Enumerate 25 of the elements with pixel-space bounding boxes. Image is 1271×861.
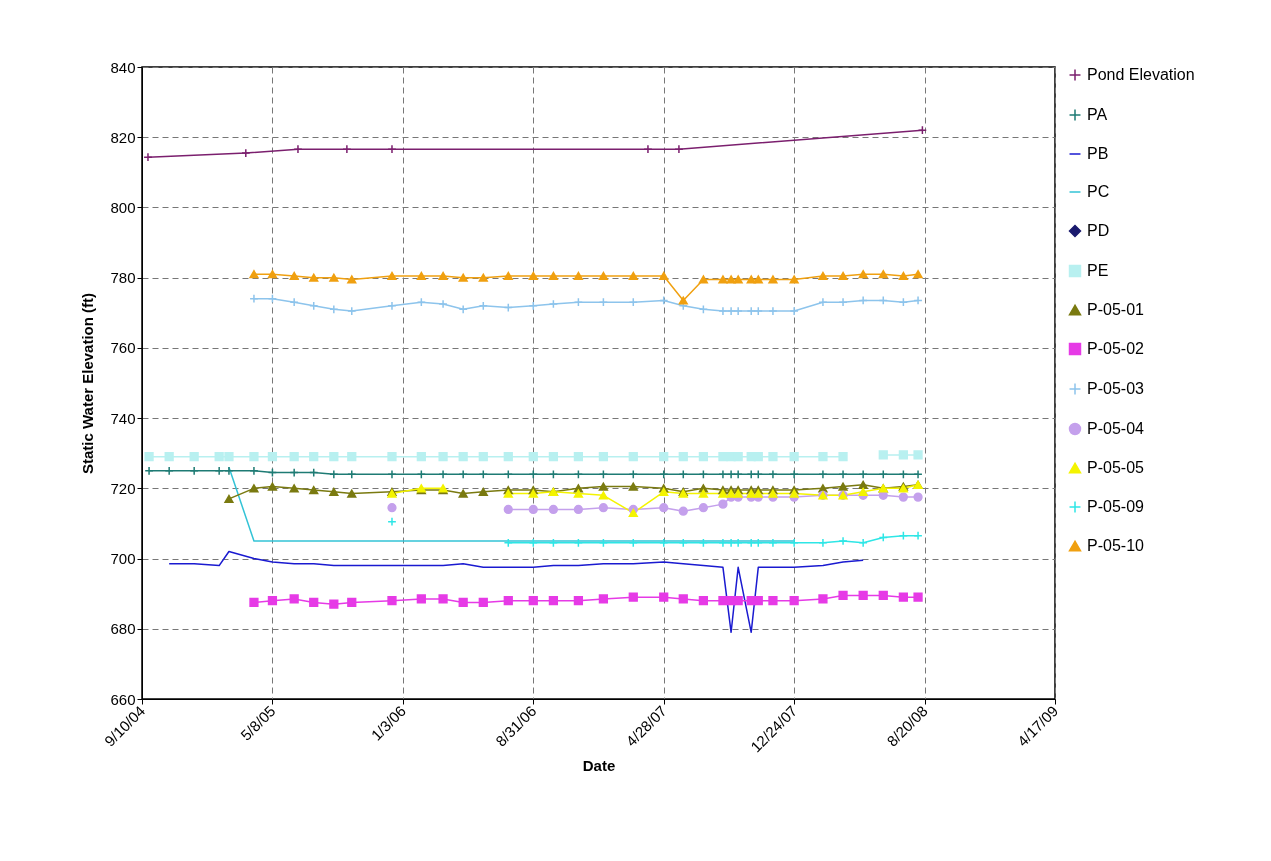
legend-label: P-05-01 (1087, 301, 1145, 318)
y-tick-label: 760 (110, 339, 136, 357)
legend-label: P-05-03 (1087, 380, 1145, 397)
y-tick-label: 800 (110, 198, 136, 216)
legend-label: PB (1087, 145, 1109, 162)
y-tick-label: 740 (110, 409, 136, 427)
legend-label: P-05-04 (1087, 420, 1145, 437)
y-tick-label: 840 (110, 58, 136, 76)
y-tick-label: 720 (110, 479, 136, 497)
y-tick-label: 820 (110, 128, 136, 146)
legend-label: PC (1087, 183, 1110, 200)
x-axis-title: Date (582, 757, 616, 775)
legend-label: Pond Elevation (1087, 66, 1195, 83)
y-tick-label: 660 (110, 690, 136, 708)
y-tick-label: 680 (110, 620, 136, 638)
legend-label: PD (1087, 222, 1110, 239)
legend-label: P-05-05 (1087, 459, 1145, 476)
y-tick-label: 780 (110, 269, 136, 287)
legend-label: P-05-10 (1087, 537, 1145, 554)
legend-label: PE (1087, 262, 1109, 279)
legend-label: P-05-09 (1087, 498, 1145, 515)
legend-label: P-05-02 (1087, 340, 1145, 357)
y-tick-label: 700 (110, 550, 136, 568)
legend-label: PA (1087, 106, 1108, 123)
y-axis-title: Static Water Elevation (ft) (79, 292, 97, 475)
